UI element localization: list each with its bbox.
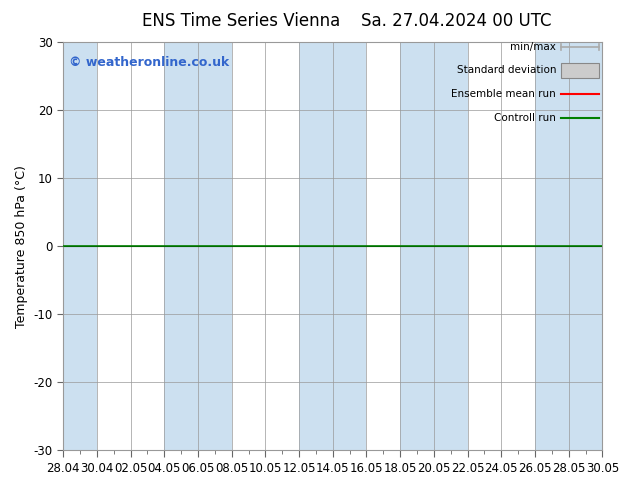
Text: min/max: min/max xyxy=(510,42,556,52)
Bar xyxy=(535,42,602,450)
Text: Ensemble mean run: Ensemble mean run xyxy=(451,89,556,99)
Bar xyxy=(63,42,97,450)
Text: ENS Time Series Vienna: ENS Time Series Vienna xyxy=(142,12,340,30)
Bar xyxy=(164,42,231,450)
Text: Controll run: Controll run xyxy=(495,113,556,122)
Bar xyxy=(299,42,366,450)
Text: © weatheronline.co.uk: © weatheronline.co.uk xyxy=(68,56,229,70)
Y-axis label: Temperature 850 hPa (°C): Temperature 850 hPa (°C) xyxy=(15,165,28,327)
Text: Sa. 27.04.2024 00 UTC: Sa. 27.04.2024 00 UTC xyxy=(361,12,552,30)
Bar xyxy=(400,42,468,450)
Text: Standard deviation: Standard deviation xyxy=(456,66,556,75)
